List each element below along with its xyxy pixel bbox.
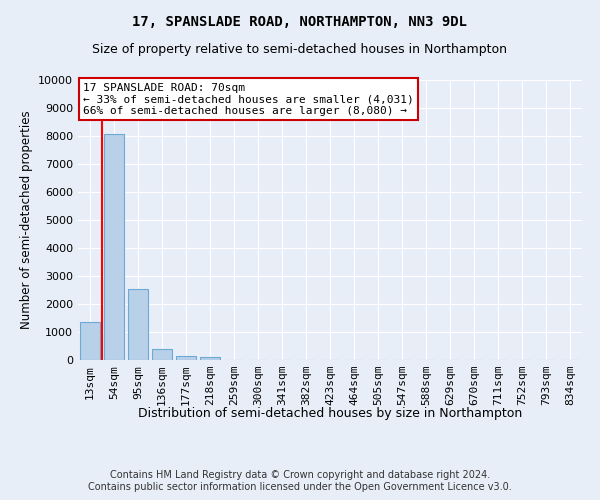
Text: Contains HM Land Registry data © Crown copyright and database right 2024.
Contai: Contains HM Land Registry data © Crown c… bbox=[88, 470, 512, 492]
Bar bbox=[104, 134, 124, 360]
Bar bbox=[80, 322, 100, 360]
Bar bbox=[176, 356, 196, 360]
Bar bbox=[200, 357, 220, 360]
Text: 17 SPANSLADE ROAD: 70sqm
← 33% of semi-detached houses are smaller (4,031)
66% o: 17 SPANSLADE ROAD: 70sqm ← 33% of semi-d… bbox=[83, 83, 414, 116]
Bar bbox=[128, 288, 148, 360]
Text: 17, SPANSLADE ROAD, NORTHAMPTON, NN3 9DL: 17, SPANSLADE ROAD, NORTHAMPTON, NN3 9DL bbox=[133, 15, 467, 29]
Y-axis label: Number of semi-detached properties: Number of semi-detached properties bbox=[20, 110, 32, 330]
Bar bbox=[152, 349, 172, 360]
Text: Distribution of semi-detached houses by size in Northampton: Distribution of semi-detached houses by … bbox=[138, 408, 522, 420]
Text: Size of property relative to semi-detached houses in Northampton: Size of property relative to semi-detach… bbox=[92, 42, 508, 56]
